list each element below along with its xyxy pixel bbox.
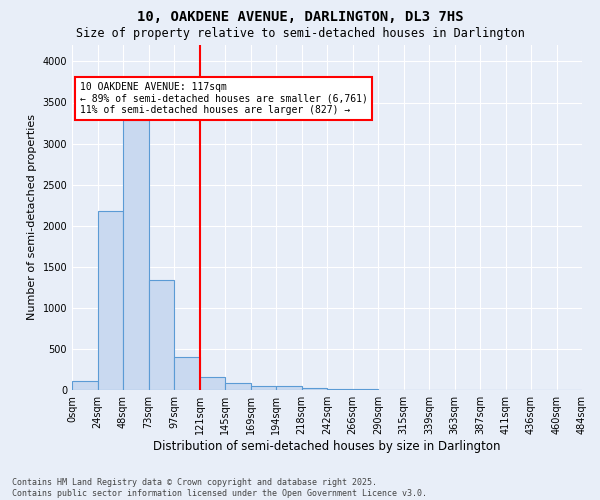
X-axis label: Distribution of semi-detached houses by size in Darlington: Distribution of semi-detached houses by … [153, 440, 501, 453]
Bar [302, 388, 327, 390]
Text: Size of property relative to semi-detached houses in Darlington: Size of property relative to semi-detach… [76, 28, 524, 40]
Y-axis label: Number of semi-detached properties: Number of semi-detached properties [27, 114, 37, 320]
Bar [174, 356, 199, 390]
Bar [353, 389, 378, 390]
Bar [276, 386, 302, 390]
Bar [225, 382, 251, 390]
Bar [72, 382, 97, 390]
Bar [123, 120, 149, 390]
Text: Contains HM Land Registry data © Crown copyright and database right 2025.
Contai: Contains HM Land Registry data © Crown c… [12, 478, 427, 498]
Bar [97, 212, 123, 390]
Text: 10 OAKDENE AVENUE: 117sqm
← 89% of semi-detached houses are smaller (6,761)
11% : 10 OAKDENE AVENUE: 117sqm ← 89% of semi-… [80, 82, 368, 115]
Bar [327, 389, 353, 390]
Bar [149, 280, 174, 390]
Text: 10, OAKDENE AVENUE, DARLINGTON, DL3 7HS: 10, OAKDENE AVENUE, DARLINGTON, DL3 7HS [137, 10, 463, 24]
Bar [199, 378, 225, 390]
Bar [251, 386, 276, 390]
